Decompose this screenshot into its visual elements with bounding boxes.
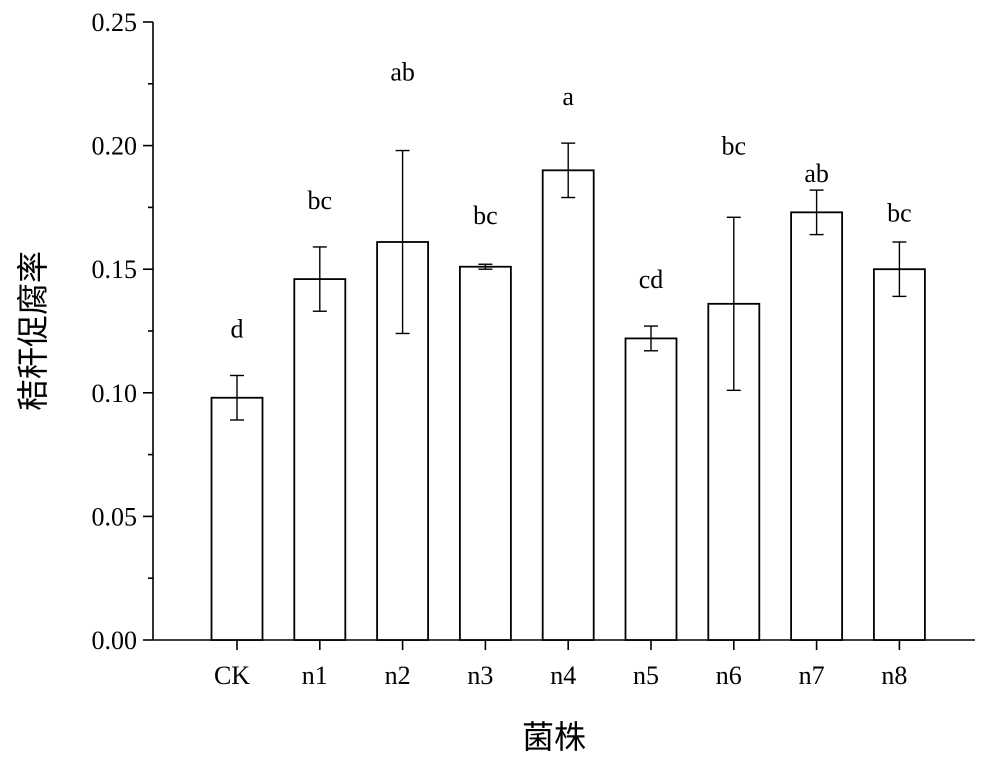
significance-label-n8: bc	[887, 198, 912, 227]
y-ticks: 0.00 0.05 0.10 0.15 0.20 0.25	[92, 8, 154, 655]
x-tick-label-n4: n4	[550, 661, 576, 690]
y-tick-label: 0.15	[92, 255, 138, 284]
y-tick-label: 0.00	[92, 626, 138, 655]
significance-label-n6: bc	[722, 132, 747, 161]
bar-n5	[626, 338, 677, 640]
significance-label-n2: ab	[390, 57, 415, 86]
x-axis-title: 菌株	[522, 718, 586, 756]
x-tick-label-n6: n6	[716, 661, 742, 690]
significance-label-CK: d	[231, 315, 244, 344]
x-tick-label-n5: n5	[633, 661, 659, 690]
bar-n1	[294, 279, 345, 640]
bar-n3	[460, 267, 511, 640]
y-tick-label: 0.10	[92, 379, 138, 408]
y-axis-title: 秸秆促腐率	[14, 251, 52, 411]
x-tick-label-n8: n8	[881, 661, 907, 690]
x-ticks: CK n1 n2 n3 n4 n5 n6 n7 n8	[214, 640, 907, 690]
bars: d bc ab bc a cd bc ab bc	[212, 57, 925, 640]
bar-n7	[791, 212, 842, 640]
x-tick-label-n2: n2	[385, 661, 411, 690]
y-tick-label: 0.25	[92, 8, 138, 37]
x-tick-label-CK: CK	[214, 661, 250, 690]
significance-label-n3: bc	[473, 201, 498, 230]
significance-label-n4: a	[562, 82, 574, 111]
x-tick-label-n7: n7	[799, 661, 825, 690]
y-tick-label: 0.20	[92, 132, 138, 161]
significance-label-n5: cd	[639, 265, 664, 294]
x-tick-label-n3: n3	[467, 661, 493, 690]
bar-n4	[543, 170, 594, 640]
significance-label-n7: ab	[804, 159, 829, 188]
x-tick-label-n1: n1	[302, 661, 328, 690]
bar-n8	[874, 269, 925, 640]
bar-CK	[212, 398, 263, 640]
significance-label-n1: bc	[308, 186, 333, 215]
y-tick-label: 0.05	[92, 502, 138, 531]
